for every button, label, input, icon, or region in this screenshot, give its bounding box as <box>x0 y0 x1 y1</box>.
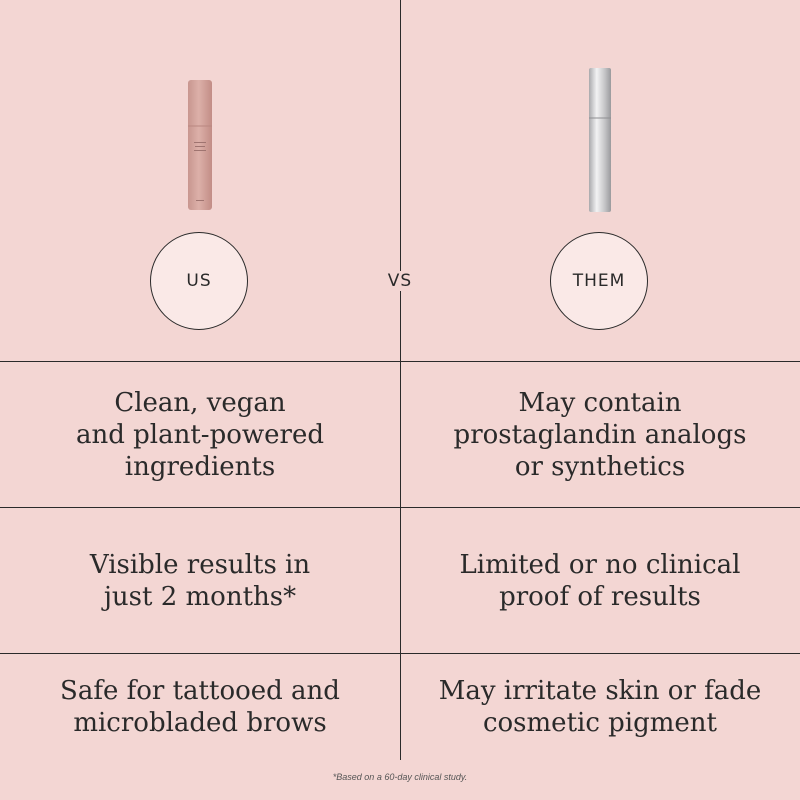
row-1-us: Clean, vegan and plant-powered ingredien… <box>76 387 324 482</box>
row-3-them: May irritate skin or fade cosmetic pigme… <box>438 676 762 738</box>
center-divider <box>400 0 401 760</box>
us-badge-label: US <box>186 271 212 291</box>
silver-serum-tube-icon <box>589 68 611 212</box>
them-badge: THEM <box>550 232 648 330</box>
vs-label: VS <box>382 271 418 291</box>
pink-serum-tube-icon <box>188 80 212 210</box>
row-2-them: Limited or no clinical proof of results <box>459 549 741 612</box>
us-badge: US <box>150 232 248 330</box>
row-3-us: Safe for tattooed and microbladed brows <box>60 676 340 738</box>
row-1-them: May contain prostaglandin analogs or syn… <box>453 387 747 482</box>
row-divider-2 <box>0 507 800 508</box>
footnote: *Based on a 60-day clinical study. <box>332 772 468 782</box>
row-divider-1 <box>0 361 800 362</box>
row-2-us: Visible results in just 2 months* <box>89 549 311 612</box>
them-badge-label: THEM <box>572 271 626 291</box>
row-divider-3 <box>0 653 800 654</box>
